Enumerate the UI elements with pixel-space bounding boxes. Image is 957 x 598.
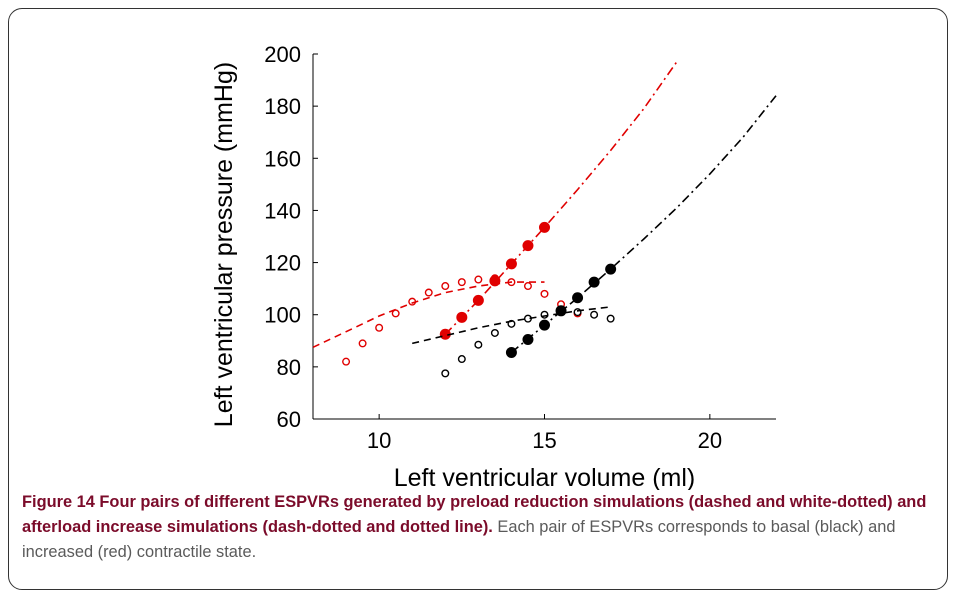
y-tick-label: 80	[277, 355, 301, 380]
open-data-point	[606, 314, 615, 323]
y-tick-label: 100	[264, 303, 301, 328]
figure-frame	[8, 8, 948, 590]
open-data-point	[441, 369, 450, 378]
y-tick-label: 60	[277, 407, 301, 432]
y-tick-label: 120	[264, 251, 301, 276]
x-tick-label: 20	[698, 428, 722, 453]
open-data-point	[474, 275, 483, 284]
open-data-point	[490, 328, 499, 337]
y-tick-label: 180	[264, 94, 301, 119]
open-data-point	[342, 357, 351, 366]
open-data-point	[523, 282, 532, 291]
y-tick-label: 160	[264, 146, 301, 171]
open-data-point	[474, 340, 483, 349]
series-1-dashed-line	[312, 281, 545, 349]
series-5-dashed-line	[412, 306, 611, 345]
series-7-dash-dot-line	[510, 95, 777, 354]
open-data-point	[358, 339, 367, 348]
open-data-point	[457, 278, 466, 287]
caption-lead: Figure 14 Four pairs of different ESPVRs…	[22, 493, 927, 536]
x-tick-label: 15	[532, 428, 556, 453]
filled-data-point	[588, 276, 600, 288]
y-axis-label: Left ventricular pressure (mmHg)	[210, 62, 238, 427]
y-tick-label: 200	[264, 42, 301, 67]
open-data-point	[424, 288, 433, 297]
caption-body: Each pair of ESPVRs corresponds to basal…	[22, 518, 896, 561]
open-data-point	[590, 310, 599, 319]
open-data-point	[375, 323, 384, 332]
figure-caption: Figure 14 Four pairs of different ESPVRs…	[22, 490, 932, 565]
open-data-point	[441, 282, 450, 291]
open-data-point	[457, 355, 466, 364]
y-tick-label: 140	[264, 198, 301, 223]
open-data-point	[540, 289, 549, 298]
x-tick-label: 10	[367, 428, 391, 453]
x-axis-label: Left ventricular volume (ml)	[394, 464, 695, 490]
espvr-chart: 10 15 20 60 80 100 120 140 160 180 200 Left ventric…	[210, 42, 777, 490]
series-3-dash-dot-line	[444, 61, 678, 335]
